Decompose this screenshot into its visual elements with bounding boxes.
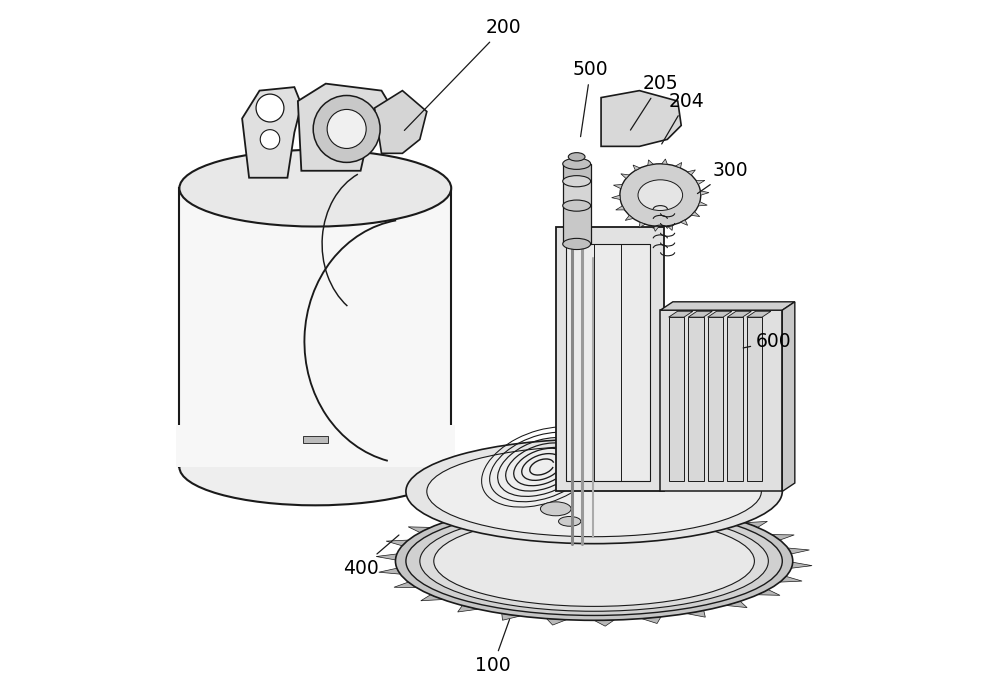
Text: 204: 204 [662,91,705,144]
FancyBboxPatch shape [747,317,762,481]
Polygon shape [642,617,661,624]
Polygon shape [547,619,566,625]
Text: 400: 400 [343,535,399,578]
Ellipse shape [420,511,768,611]
Polygon shape [708,312,732,317]
FancyBboxPatch shape [176,425,455,467]
Polygon shape [379,568,400,574]
FancyBboxPatch shape [563,206,591,244]
Polygon shape [745,521,767,528]
Polygon shape [681,220,688,225]
Polygon shape [612,195,620,199]
FancyBboxPatch shape [563,164,591,181]
Polygon shape [668,502,686,509]
Ellipse shape [256,94,284,122]
Polygon shape [633,165,640,171]
Polygon shape [421,595,443,601]
Polygon shape [660,302,795,310]
Ellipse shape [327,109,366,148]
Polygon shape [375,91,427,153]
FancyBboxPatch shape [708,317,723,481]
Ellipse shape [563,158,591,169]
Polygon shape [394,582,416,588]
Polygon shape [686,611,705,617]
Polygon shape [639,222,645,228]
Polygon shape [574,496,594,502]
Ellipse shape [406,439,782,544]
Ellipse shape [434,516,754,606]
Ellipse shape [406,507,782,615]
Polygon shape [616,206,625,210]
Polygon shape [622,497,642,503]
FancyBboxPatch shape [688,317,704,481]
Polygon shape [758,590,780,595]
Bar [303,436,328,443]
Text: 205: 205 [630,74,678,130]
Polygon shape [727,312,751,317]
Polygon shape [726,602,747,608]
Polygon shape [376,554,397,560]
Polygon shape [788,548,809,554]
Polygon shape [625,215,633,220]
Polygon shape [688,312,712,317]
Polygon shape [458,606,478,612]
Text: 500: 500 [573,60,608,137]
Ellipse shape [568,153,585,161]
Polygon shape [710,510,731,516]
Polygon shape [698,201,707,206]
Ellipse shape [313,95,380,162]
Polygon shape [613,185,622,189]
Polygon shape [648,160,653,165]
FancyBboxPatch shape [556,227,664,491]
Ellipse shape [179,150,451,227]
Ellipse shape [559,516,581,526]
Ellipse shape [427,446,761,537]
Ellipse shape [638,180,683,210]
Polygon shape [675,162,682,168]
FancyBboxPatch shape [563,181,591,206]
Polygon shape [483,505,502,512]
Ellipse shape [563,238,591,250]
Polygon shape [594,620,614,626]
Polygon shape [408,527,431,533]
Polygon shape [298,84,392,171]
Polygon shape [791,562,812,568]
Polygon shape [386,540,408,546]
Polygon shape [621,174,629,178]
Text: 600: 600 [743,332,792,351]
Ellipse shape [563,176,591,187]
Polygon shape [242,87,301,178]
Polygon shape [687,170,695,175]
Polygon shape [700,191,709,195]
FancyBboxPatch shape [566,244,650,481]
Text: 300: 300 [697,161,748,194]
Polygon shape [696,181,705,185]
Polygon shape [502,613,520,620]
Ellipse shape [563,200,591,211]
Text: 100: 100 [475,620,511,675]
Ellipse shape [260,130,280,149]
FancyBboxPatch shape [179,188,451,467]
Polygon shape [747,312,771,317]
Polygon shape [780,576,802,582]
FancyBboxPatch shape [660,310,782,491]
Polygon shape [653,226,659,231]
FancyBboxPatch shape [669,317,684,481]
Polygon shape [601,91,681,146]
Polygon shape [441,514,462,521]
Polygon shape [527,498,547,505]
Ellipse shape [179,429,451,505]
FancyBboxPatch shape [727,317,743,481]
Polygon shape [662,159,667,164]
Polygon shape [782,302,795,491]
Text: 200: 200 [404,18,521,130]
Ellipse shape [540,502,571,516]
Polygon shape [772,535,794,540]
Ellipse shape [395,502,793,620]
Ellipse shape [620,164,701,227]
Polygon shape [691,212,700,217]
Polygon shape [669,312,693,317]
Polygon shape [667,225,673,231]
